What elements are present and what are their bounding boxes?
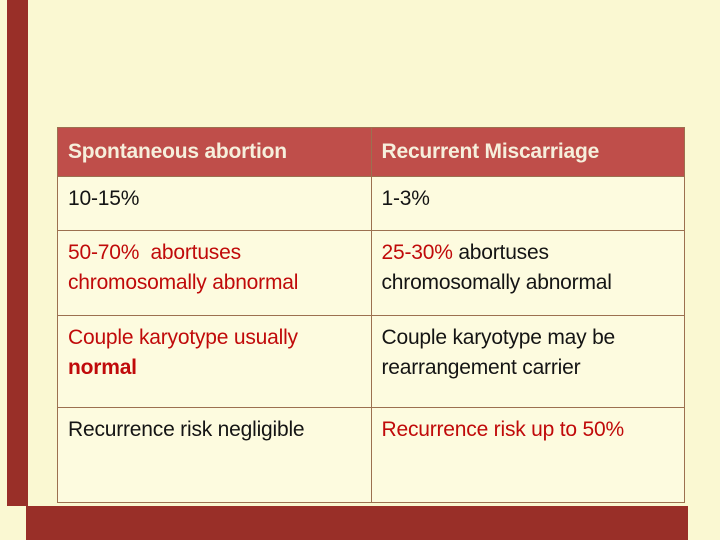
left-accent-bar [7,0,28,506]
table-cell: Couple karyotype may be rearrangement car… [370,315,685,408]
table-cell: 25-30% abortuses chromosomally abnormal [370,230,685,316]
text-segment: Couple karyotype may be [381,326,616,349]
text-segment: Recurrence risk negligible [68,418,305,441]
text-segment: 50-70% abortuses [68,241,241,264]
text-segment: abortuses [458,241,549,264]
header-cell-spontaneous-abortion: Spontaneous abortion [57,127,372,177]
cell-line: chromosomally abnormal [382,268,681,298]
bottom-accent-bar [26,506,688,540]
table-row: Couple karyotype usually normal Couple kar… [57,315,685,408]
cell-line: Recurrence risk negligible [68,415,367,445]
text-segment: chromosomally abnormal [68,271,299,294]
cell-line: normal [68,353,367,383]
header-cell-recurrent-miscarriage: Recurrent Miscarriage [370,127,685,177]
table-row: Recurrence risk negligible Recurrence ris… [57,407,685,503]
table-header-row: Spontaneous abortion Recurrent Miscarria… [57,127,685,177]
table-body: 10-15% 1-3% 50-70% abortuses chromosomally … [57,176,685,503]
cell-line: Couple karyotype usually [68,323,367,353]
cell-line: Recurrence risk up to 50% [382,415,681,445]
table-cell: 10-15% [57,176,372,231]
cell-line: chromosomally abnormal [68,268,367,298]
cell-line: 10-15% [68,184,367,214]
cell-line: 25-30% abortuses [382,238,681,268]
text-segment: rearrangement carrier [381,356,581,379]
text-segment: chromosomally abnormal [381,271,612,294]
table-cell: 50-70% abortuses chromosomally abnormal [57,230,372,316]
text-segment: 25-30% [381,241,459,264]
cell-line: 50-70% abortuses [68,238,367,268]
text-segment: 10-15% [68,187,140,210]
text-segment: Couple karyotype usually [68,326,298,349]
table-cell: Couple karyotype usually normal [57,315,372,408]
cell-line: rearrangement carrier [382,353,681,383]
comparison-table: Spontaneous abortion Recurrent Miscarria… [57,127,685,503]
table-row: 50-70% abortuses chromosomally abnormal 25… [57,230,685,316]
cell-line: Couple karyotype may be [382,323,681,353]
cell-line: 1-3% [382,184,681,214]
table-cell: Recurrence risk negligible [57,407,372,503]
text-segment: normal [68,356,137,379]
table-cell: Recurrence risk up to 50% [370,407,685,503]
table-cell: 1-3% [370,176,685,231]
text-segment: Recurrence risk up to 50% [381,418,625,441]
table-row: 10-15% 1-3% [57,176,685,231]
text-segment: 1-3% [381,187,430,210]
